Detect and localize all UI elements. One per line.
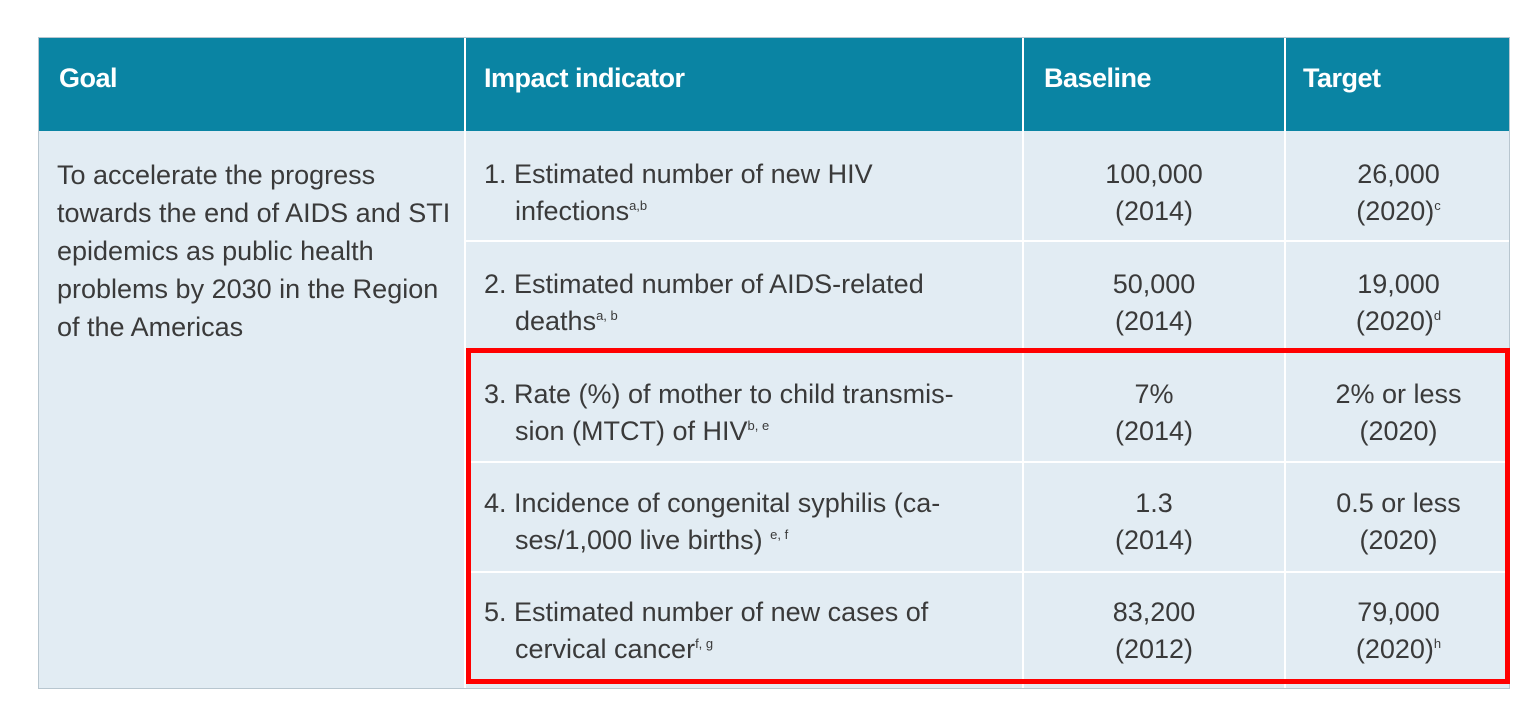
baseline-year: (2012) <box>1114 634 1194 664</box>
target-year: (2020) <box>1355 634 1434 664</box>
indicator-line1: 3. Rate (%) of mother to child transmis- <box>484 379 954 409</box>
indicator-cell: 3. Rate (%) of mother to child transmis-… <box>484 376 1004 450</box>
column-divider <box>1022 131 1024 688</box>
baseline-value: 7% <box>1134 379 1174 409</box>
header-impact-indicator: Impact indicator <box>484 63 685 93</box>
target-value: 79,000 <box>1357 597 1440 627</box>
indicator-cell: 2. Estimated number of AIDS-related deat… <box>484 266 1004 340</box>
header-target: Target <box>1303 63 1381 93</box>
baseline-value: 50,000 <box>1112 269 1196 299</box>
baseline-value: 83,200 <box>1112 597 1196 627</box>
header-divider <box>1284 38 1286 131</box>
target-footnote: d <box>1433 308 1442 323</box>
target-year-wrap: (2020) <box>1286 522 1511 559</box>
target-year: (2020) <box>1359 525 1438 555</box>
column-divider <box>1284 131 1286 688</box>
header-baseline: Baseline <box>1044 63 1152 93</box>
indicator-line2: sion (MTCT) of HIV <box>515 416 748 446</box>
baseline-cell: 7% (2014) <box>1024 376 1284 450</box>
target-value: 0.5 or less <box>1336 488 1461 518</box>
row-divider <box>466 350 1509 352</box>
indicator-line2: deaths <box>515 306 597 336</box>
baseline-value: 100,000 <box>1105 159 1203 189</box>
indicator-line2: infections <box>515 196 630 226</box>
indicator-line2-wrap: deathsa, b <box>484 303 1004 340</box>
target-year-wrap: (2020)d <box>1286 303 1511 340</box>
target-year-wrap: (2020)c <box>1286 193 1511 230</box>
indicator-footnote: a, b <box>596 308 618 323</box>
indicator-footnote: f, g <box>695 636 714 651</box>
table-header: Goal Impact indicator Baseline Target <box>39 38 1509 131</box>
target-value: 26,000 <box>1357 159 1440 189</box>
indicator-line2-wrap: ses/1,000 live births) e, f <box>484 522 1004 559</box>
target-cell: 19,000 (2020)d <box>1286 266 1511 340</box>
baseline-cell: 50,000 (2014) <box>1024 266 1284 340</box>
baseline-cell: 100,000 (2014) <box>1024 156 1284 230</box>
indicator-line1: 5. Estimated number of new cases of <box>484 597 929 627</box>
target-footnote: c <box>1434 198 1441 213</box>
baseline-year: (2014) <box>1114 306 1194 336</box>
indicator-footnote: e, f <box>770 527 789 542</box>
header-goal: Goal <box>59 63 118 93</box>
target-year: (2020) <box>1356 196 1435 226</box>
row-divider <box>466 240 1509 242</box>
baseline-year: (2014) <box>1114 525 1194 555</box>
indicator-footnote: a,b <box>629 198 648 213</box>
target-cell: 2% or less (2020) <box>1286 376 1511 450</box>
row-divider <box>466 461 1509 463</box>
indicator-line2-wrap: infectionsa,b <box>484 193 1004 230</box>
indicator-line1: 1. Estimated number of new HIV <box>484 159 873 189</box>
impact-indicators-table: Goal Impact indicator Baseline Target To… <box>38 37 1510 689</box>
indicator-cell: 5. Estimated number of new cases of cerv… <box>484 594 1004 668</box>
indicator-cell: 4. Incidence of congenital syphilis (ca-… <box>484 485 1004 559</box>
target-value: 2% or less <box>1335 379 1462 409</box>
indicator-line1: 4. Incidence of congenital syphilis (ca- <box>484 488 941 518</box>
column-divider <box>464 131 466 688</box>
target-footnote: h <box>1433 636 1442 651</box>
goal-cell: To accelerate the progress towards the e… <box>57 160 451 342</box>
row-divider <box>466 571 1509 573</box>
indicator-footnote: b, e <box>747 418 770 433</box>
indicator-line2-wrap: sion (MTCT) of HIVb, e <box>484 413 1004 450</box>
baseline-cell: 1.3 (2014) <box>1024 485 1284 559</box>
baseline-year: (2014) <box>1114 196 1194 226</box>
header-divider <box>1022 38 1024 131</box>
indicator-cell: 1. Estimated number of new HIV infection… <box>484 156 1004 230</box>
indicator-line2-wrap: cervical cancerf, g <box>484 631 1004 668</box>
target-year-wrap: (2020) <box>1286 413 1511 450</box>
indicator-line2: ses/1,000 live births) <box>515 525 771 555</box>
target-year-wrap: (2020)h <box>1286 631 1511 668</box>
baseline-cell: 83,200 (2012) <box>1024 594 1284 668</box>
target-cell: 79,000 (2020)h <box>1286 594 1511 668</box>
target-cell: 26,000 (2020)c <box>1286 156 1511 230</box>
target-cell: 0.5 or less (2020) <box>1286 485 1511 559</box>
baseline-value: 1.3 <box>1135 488 1173 518</box>
indicator-line1: 2. Estimated number of AIDS-related <box>484 269 924 299</box>
baseline-year: (2014) <box>1114 416 1194 446</box>
header-divider <box>464 38 466 131</box>
target-value: 19,000 <box>1357 269 1440 299</box>
target-year: (2020) <box>1359 416 1438 446</box>
indicator-line2: cervical cancer <box>515 634 696 664</box>
target-year: (2020) <box>1355 306 1434 336</box>
